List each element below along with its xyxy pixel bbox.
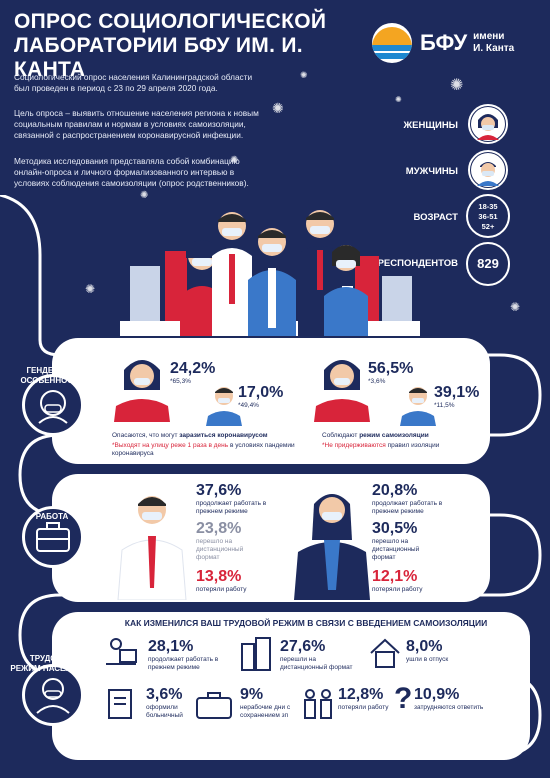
woman-avatar-icon bbox=[468, 104, 508, 144]
virus-icon: ✺ bbox=[395, 95, 402, 104]
men-fear-sub: *49,4% bbox=[238, 402, 259, 409]
intro-paragraph-3: Методика исследования представляла собой… bbox=[14, 156, 249, 188]
gender-caption-left-2: в условиях пандемии коронавируса bbox=[112, 442, 295, 457]
virus-icon: ✺ bbox=[230, 155, 239, 166]
intro-paragraph-1: Социологический опрос населения Калининг… bbox=[14, 72, 253, 93]
briefcase-icon bbox=[196, 692, 232, 719]
legend-respondents-label: РЕСПОНДЕНТОВ bbox=[377, 258, 458, 269]
age-group-1: 18-35 bbox=[478, 202, 498, 211]
virus-icon: ✺ bbox=[85, 282, 96, 296]
men-fear-value: 17,0% bbox=[238, 384, 284, 401]
regime-label-1: ТРУДОВОЙ bbox=[29, 654, 75, 663]
gender-caption-left-red: *Выходят на улицу реже 1 раза в день bbox=[112, 442, 229, 449]
lost-job-people-icon bbox=[304, 689, 332, 719]
question-mark-icon: ? bbox=[394, 682, 413, 715]
logo-sub-1: имени bbox=[473, 31, 505, 42]
regime-s5-value: 9% bbox=[240, 686, 264, 703]
logo-sub-2: И. Канта bbox=[473, 43, 515, 54]
regime-circle bbox=[22, 664, 84, 726]
regime-s4-value: 3,6% bbox=[146, 686, 183, 703]
city-buildings-icon bbox=[241, 637, 271, 671]
women-keep-sub: *3,6% bbox=[368, 378, 386, 385]
gender-caption-right-red: *Не придерживаются bbox=[322, 442, 386, 449]
intro-paragraph-2: Цель опроса – выявить отношение населени… bbox=[14, 108, 259, 140]
logo-name: БФУ bbox=[420, 30, 468, 55]
work-women-1-text: продолжает работать в прежнем режиме bbox=[372, 500, 443, 515]
virus-icon: ✺ bbox=[450, 77, 464, 94]
work-women-3-value: 12,1% bbox=[372, 568, 418, 585]
virus-icon: ✺ bbox=[510, 300, 521, 314]
woman-worker-illustration bbox=[294, 494, 370, 600]
regime-s5-text: нерабочие дни с сохранением зп bbox=[240, 704, 291, 719]
work-men-3-text: потеряли работу bbox=[196, 586, 247, 593]
gender-caption-left-1: Опасаются, что могут bbox=[112, 432, 178, 439]
work-women-1-value: 20,8% bbox=[372, 482, 418, 499]
man-worker-illustration bbox=[117, 496, 187, 600]
work-men-2-value: 23,8% bbox=[196, 520, 242, 537]
work-men-2-text: перешло на дистанционный формат bbox=[196, 538, 244, 561]
women-fear-sub: *65,3% bbox=[170, 378, 191, 385]
man-avatar-icon bbox=[468, 150, 508, 190]
gender-caption-left-bold: заразиться коронавирусом bbox=[179, 432, 268, 439]
woman-figure-icon bbox=[114, 360, 170, 422]
gender-circle bbox=[22, 374, 84, 436]
work-women-3-text: потеряли работу bbox=[372, 586, 423, 593]
virus-icon: ✺ bbox=[300, 70, 308, 80]
page-title: ОПРОС СОЦИОЛОГИЧЕСКОЙ ЛАБОРАТОРИИ БФУ ИМ… bbox=[14, 10, 327, 81]
regime-section bbox=[52, 612, 530, 760]
women-fear-value: 24,2% bbox=[170, 360, 216, 377]
regime-s6-value: 12,8% bbox=[338, 686, 384, 703]
regime-heading: КАК ИЗМЕНИЛСЯ ВАШ ТРУДОВОЙ РЕЖИМ В СВЯЗИ… bbox=[124, 618, 488, 628]
men-keep-sub: *11,5% bbox=[434, 402, 455, 409]
regime-label-2: РЕЖИМ НАСЕЛЕНИЯ bbox=[10, 664, 94, 673]
regime-s7-value: 10,9% bbox=[414, 686, 460, 703]
office-desk-icon bbox=[106, 638, 137, 665]
house-icon bbox=[370, 638, 400, 668]
woman-figure-icon bbox=[314, 360, 370, 422]
regime-s3-value: 8,0% bbox=[406, 638, 443, 655]
work-circle bbox=[22, 506, 84, 568]
gender-caption-right-bold: режим самоизоляции bbox=[359, 432, 429, 439]
sick-leave-clipboard-icon bbox=[108, 689, 132, 719]
respondents-count: 829 bbox=[466, 242, 510, 286]
virus-icon: ✺ bbox=[272, 100, 284, 116]
regime-s3-text: ушли в отпуск bbox=[406, 656, 449, 663]
work-men-1-value: 37,6% bbox=[196, 482, 242, 499]
work-men-1-text: продолжает работать в прежнем режиме bbox=[196, 500, 267, 515]
legend-age-label: ВОЗРАСТ bbox=[413, 212, 458, 223]
age-group-2: 36-51 bbox=[478, 212, 498, 221]
work-men-3-value: 13,8% bbox=[196, 568, 242, 585]
gender-caption-right-2: правил изоляции bbox=[387, 442, 440, 449]
virus-icon: ✺ bbox=[140, 190, 149, 201]
regime-s1-value: 28,1% bbox=[148, 638, 194, 655]
regime-s7-text: затрудняются ответить bbox=[414, 704, 484, 711]
age-group-3: 52+ bbox=[481, 222, 495, 231]
man-figure-icon bbox=[206, 387, 242, 426]
work-women-2-text: перешло на дистанционный формат bbox=[372, 538, 420, 561]
regime-s1-text: продолжает работать в прежнем режиме bbox=[148, 656, 219, 671]
logo-sun-icon bbox=[372, 23, 412, 63]
legend-men-label: МУЖЧИНЫ bbox=[405, 166, 458, 177]
regime-s2-text: перешли на дистанционный формат bbox=[280, 656, 353, 671]
work-label: РАБОТА bbox=[35, 512, 69, 521]
gender-label-1: ГЕНДЕРНЫЕ bbox=[26, 366, 78, 375]
women-keep-value: 56,5% bbox=[368, 360, 414, 377]
regime-s4-text: оформили больничный bbox=[146, 704, 183, 719]
city-people-illustration bbox=[120, 210, 420, 336]
regime-s2-value: 27,6% bbox=[280, 638, 326, 655]
gender-caption-right-1: Соблюдают bbox=[322, 432, 358, 439]
regime-s6-text: потеряли работу bbox=[338, 704, 389, 711]
man-figure-icon bbox=[400, 387, 436, 426]
age-groups-badge: 18-35 36-51 52+ bbox=[466, 194, 510, 238]
legend-women-label: ЖЕНЩИНЫ bbox=[403, 120, 458, 131]
gender-label-2: ОСОБЕННОСТИ bbox=[20, 376, 84, 385]
men-keep-value: 39,1% bbox=[434, 384, 480, 401]
work-women-2-value: 30,5% bbox=[372, 520, 418, 537]
university-logo: БФУ имени И. Канта bbox=[372, 20, 542, 66]
